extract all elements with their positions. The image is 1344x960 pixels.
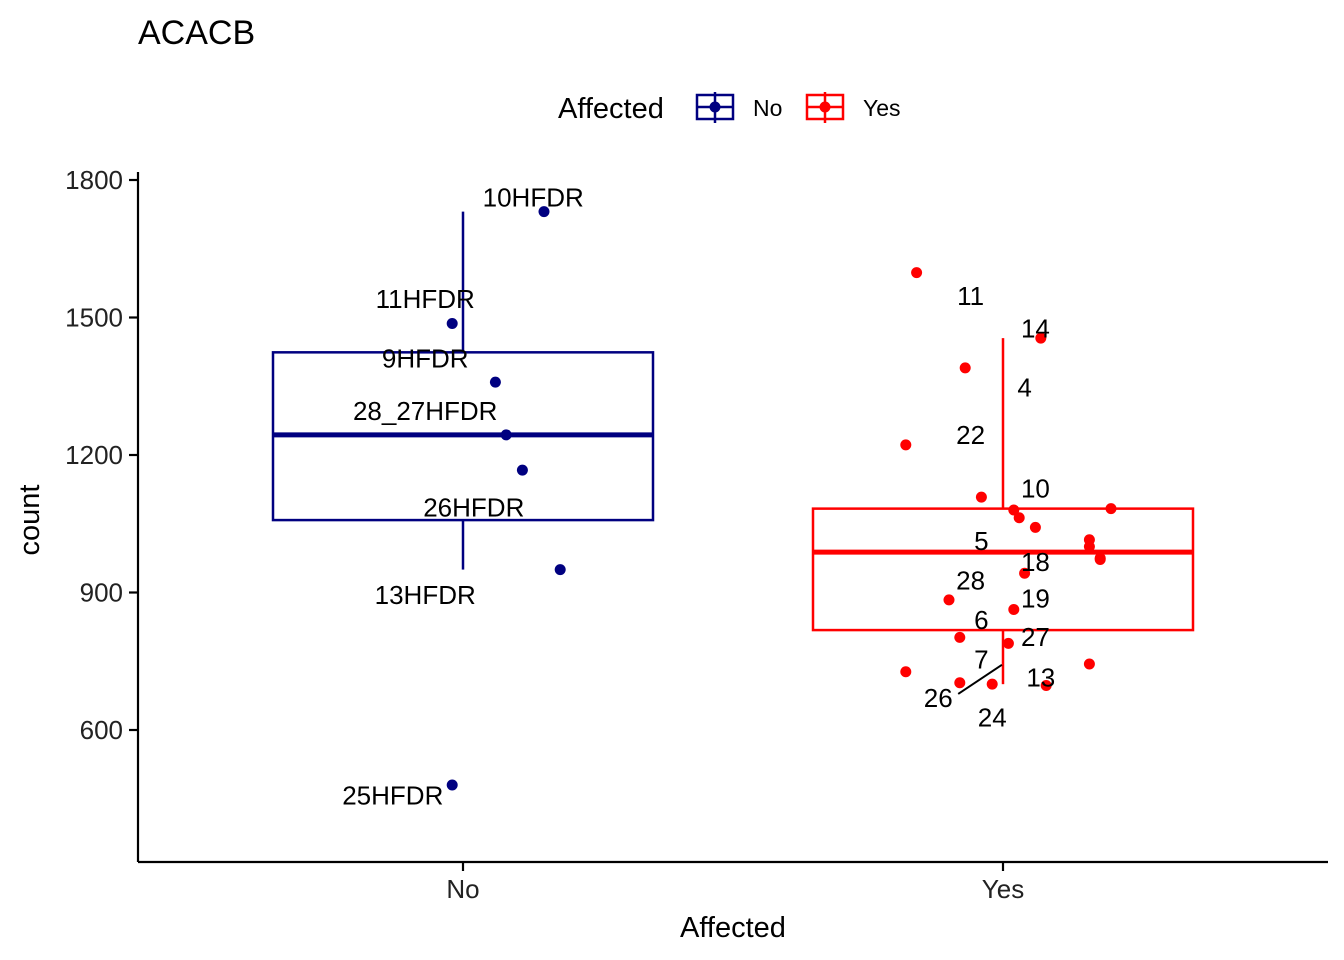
data-label: 10HFDR	[483, 182, 584, 212]
label-leader-line	[957, 663, 1003, 695]
data-point	[1105, 503, 1117, 515]
data-point	[1013, 512, 1025, 524]
data-point	[1008, 504, 1020, 516]
data-point	[516, 464, 528, 476]
data-label: 18	[1021, 547, 1050, 577]
data-point	[500, 429, 512, 441]
box	[811, 507, 1195, 632]
data-label: 26HFDR	[423, 493, 524, 523]
plot-area: 10HFDR 11HFDR 9HFDR 28_27HFDR 26HFDR 13HFDR 25…	[271, 182, 1195, 811]
data-point	[554, 564, 566, 576]
legend-key-no	[695, 92, 735, 123]
data-point	[1094, 554, 1106, 565]
data-label: 28	[956, 566, 985, 596]
data-point	[911, 267, 923, 279]
data-point	[1029, 521, 1041, 533]
data-label: 13HFDR	[375, 580, 476, 610]
legend: Affected No Yes	[558, 92, 901, 125]
x-tick-label: Yes	[982, 874, 1024, 904]
data-label: 27	[1021, 622, 1050, 652]
data-point	[954, 631, 966, 643]
y-tick-label: 1500	[65, 303, 123, 333]
data-label: 28_27HFDR	[353, 396, 498, 426]
data-label: 5	[974, 526, 988, 556]
series-yes: 11 14 4 22 10 5 18 28 19 6 27 7 13 26 24	[811, 267, 1195, 733]
x-ticks: No Yes	[446, 862, 1024, 904]
data-label: 14	[1021, 314, 1050, 344]
data-point	[943, 594, 955, 606]
data-point	[538, 206, 550, 218]
data-point	[959, 362, 971, 374]
data-point	[1040, 680, 1052, 692]
data-point	[975, 491, 987, 503]
data-point	[900, 439, 912, 451]
data-label: 22	[956, 420, 985, 450]
data-label: 11	[957, 281, 984, 311]
legend-key-yes	[805, 92, 845, 123]
legend-label-no: No	[753, 95, 782, 121]
data-label: 10	[1021, 473, 1050, 503]
data-point	[446, 779, 458, 791]
data-label: 13	[1026, 662, 1055, 692]
x-axis-label: Affected	[680, 912, 786, 944]
data-point	[1083, 658, 1095, 670]
y-tick-label: 600	[80, 715, 123, 745]
y-tick-label: 1200	[65, 440, 123, 470]
y-axis-label: count	[14, 485, 46, 556]
legend-title: Affected	[558, 93, 664, 125]
data-point	[1019, 567, 1031, 579]
data-point	[489, 376, 501, 388]
data-label: 19	[1021, 583, 1050, 613]
data-point	[446, 317, 458, 329]
y-tick-label: 900	[80, 578, 123, 608]
data-point	[900, 666, 912, 678]
y-ticks: 600 900 1200 1500 1800	[65, 165, 138, 745]
data-label: 6	[974, 605, 988, 635]
x-tick-label: No	[446, 874, 479, 904]
data-point	[986, 678, 998, 690]
data-label: 11HFDR	[376, 284, 475, 314]
legend-label-yes: Yes	[863, 95, 901, 121]
data-label: 26	[924, 683, 953, 713]
data-label: 25HFDR	[342, 781, 443, 811]
data-label: 24	[978, 703, 1007, 733]
series-no: 10HFDR 11HFDR 9HFDR 28_27HFDR 26HFDR 13HFDR 25…	[271, 182, 655, 811]
data-label: 9HFDR	[382, 343, 469, 373]
data-label: 7	[974, 644, 988, 674]
axes	[136, 172, 1328, 864]
chart-title: ACACB	[138, 14, 255, 52]
y-tick-label: 1800	[65, 165, 123, 195]
data-label: 4	[1017, 373, 1031, 403]
data-point	[1002, 637, 1014, 649]
data-point	[1008, 603, 1020, 615]
data-point	[954, 677, 966, 689]
data-point	[1083, 541, 1095, 553]
data-point	[1035, 332, 1047, 344]
